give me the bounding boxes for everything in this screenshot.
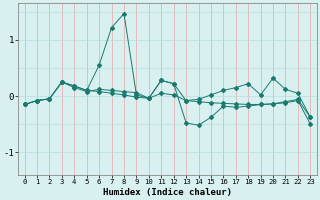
X-axis label: Humidex (Indice chaleur): Humidex (Indice chaleur) [103,188,232,197]
